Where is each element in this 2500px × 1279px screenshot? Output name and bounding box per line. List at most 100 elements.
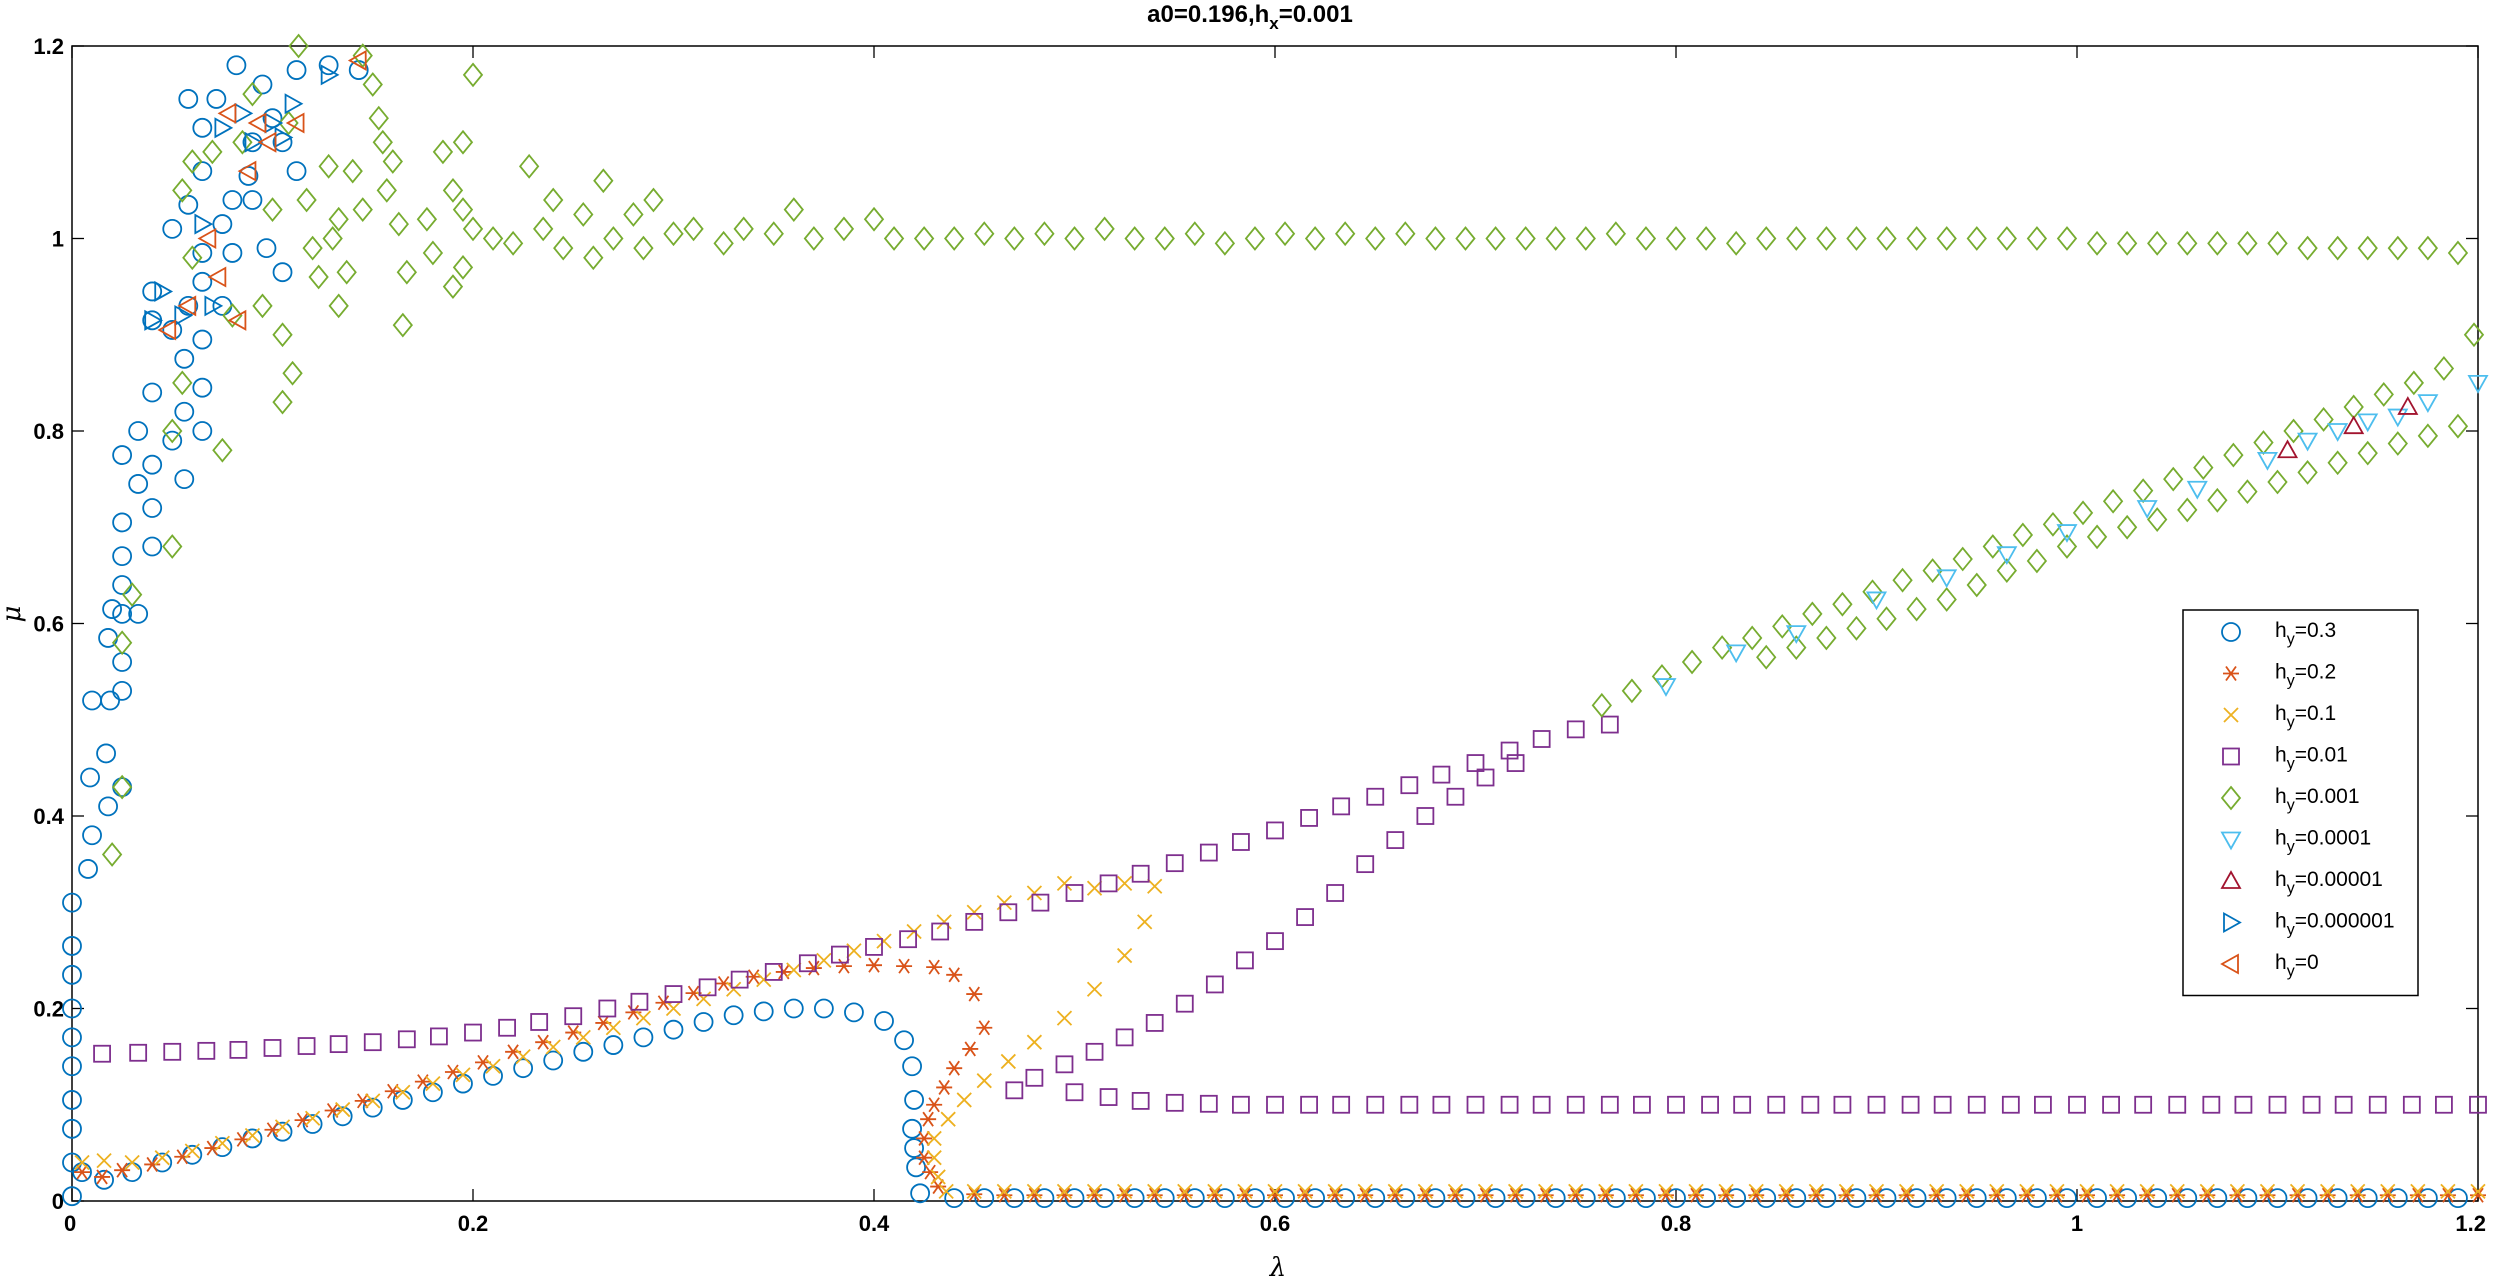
data-point — [100, 690, 120, 711]
data-point — [192, 243, 213, 263]
data-point — [1417, 1187, 1434, 1203]
data-point — [286, 60, 307, 80]
data-point — [1065, 1083, 1084, 1102]
data-point — [462, 216, 484, 242]
data-point — [2259, 1183, 2276, 1200]
data-point — [286, 161, 307, 182]
data-point — [996, 1183, 1012, 1200]
data-point — [1718, 1187, 1735, 1203]
data-point — [2199, 1187, 2216, 1203]
data-point — [1124, 1188, 1145, 1209]
data-point — [1808, 1183, 1824, 1200]
data-point — [1778, 1183, 1794, 1200]
data-point — [2147, 507, 2168, 532]
data-point — [320, 64, 340, 86]
data-point — [1214, 230, 1236, 256]
data-point — [212, 214, 233, 234]
data-point — [1116, 1183, 1133, 1200]
data-point — [414, 1074, 431, 1090]
data-point — [74, 1154, 90, 1171]
data-point — [1206, 1187, 1223, 1203]
data-point — [1655, 678, 1677, 697]
data-point — [1432, 1095, 1451, 1114]
data-point — [1447, 1183, 1464, 1200]
data-point — [352, 43, 373, 69]
data-point — [1567, 1187, 1584, 1203]
data-point — [112, 575, 133, 595]
data-point — [362, 72, 383, 97]
x-tick-label: 0.2 — [458, 1211, 489, 1236]
data-point — [416, 206, 438, 232]
data-point — [1004, 1188, 1025, 1209]
data-point — [2469, 1095, 2487, 1114]
data-point — [1145, 1014, 1164, 1032]
data-point — [372, 129, 393, 155]
data-point — [775, 964, 792, 980]
data-point — [930, 1169, 946, 1185]
data-point — [226, 55, 247, 76]
data-point — [1846, 1188, 1867, 1209]
data-point — [112, 652, 133, 672]
data-point — [1936, 587, 1957, 612]
data-point — [1868, 1183, 1885, 1200]
data-point — [2268, 1095, 2287, 1114]
data-point — [1395, 1188, 1416, 1209]
data-point — [664, 985, 683, 1003]
legend-label: hy=0.3 — [2275, 619, 2336, 648]
data-point — [452, 254, 474, 280]
data-point — [1901, 1095, 1920, 1114]
data-point — [803, 226, 825, 251]
data-point — [285, 112, 305, 134]
x-tick-label: 0 — [64, 1211, 76, 1236]
data-point — [1400, 1095, 1419, 1114]
data-point — [272, 389, 293, 415]
data-point — [2163, 466, 2184, 492]
data-point — [1154, 1188, 1175, 1209]
data-point — [1199, 843, 1218, 862]
data-point — [1387, 1187, 1404, 1203]
data-point — [904, 1090, 924, 1110]
data-point — [128, 474, 149, 494]
data-point — [1936, 569, 1958, 589]
data-point — [1936, 226, 1957, 251]
data-point — [1785, 625, 1807, 644]
data-point — [2072, 500, 2094, 526]
data-point — [162, 418, 183, 444]
data-point — [396, 259, 417, 285]
data-point — [1236, 951, 1254, 970]
data-point — [1064, 226, 1085, 251]
data-point — [2334, 1095, 2353, 1114]
data-point — [2133, 478, 2154, 504]
data-point — [1748, 1187, 1765, 1203]
legend-marker — [2223, 707, 2239, 723]
data-point — [111, 774, 133, 800]
data-point — [2169, 1183, 2185, 1200]
data-point — [264, 1122, 281, 1138]
data-point — [1237, 1183, 1253, 1200]
data-point — [1545, 1188, 1566, 1209]
data-point — [192, 377, 213, 398]
data-point — [1657, 1187, 1674, 1203]
data-point — [553, 235, 574, 261]
data-point — [899, 930, 917, 949]
data-point — [172, 177, 193, 203]
data-point — [124, 1154, 140, 1171]
data-point — [1725, 644, 1747, 664]
data-point — [1506, 754, 1525, 772]
data-point — [1832, 591, 1853, 617]
data-point — [1147, 1183, 1163, 1200]
data-point — [996, 1187, 1013, 1203]
data-point — [1808, 1187, 1825, 1203]
data-point — [2237, 479, 2258, 505]
data-series — [62, 33, 2489, 1209]
data-point — [2056, 524, 2078, 543]
data-point — [1906, 1188, 1927, 1209]
data-point — [96, 743, 116, 764]
data-point — [329, 1035, 348, 1054]
data-point — [2256, 451, 2279, 471]
data-point — [693, 1012, 714, 1032]
data-point — [625, 1004, 642, 1020]
data-point — [498, 1018, 516, 1037]
data-point — [2319, 1187, 2336, 1203]
data-point — [2397, 396, 2419, 415]
